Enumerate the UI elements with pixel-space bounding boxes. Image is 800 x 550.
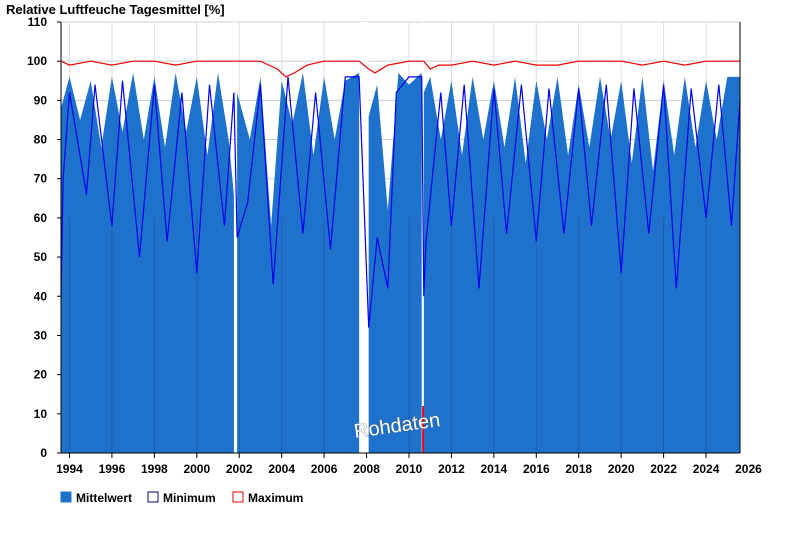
x-tick-label-2008: 2008 bbox=[353, 462, 380, 476]
legend: Mittelwert Minimum Maximum bbox=[60, 491, 303, 505]
data-gap-0 bbox=[233, 22, 238, 453]
x-tick-label-2014: 2014 bbox=[481, 462, 508, 476]
y-tick-label-80: 80 bbox=[34, 133, 48, 147]
series-lines bbox=[60, 60, 741, 453]
y-tick-label-20: 20 bbox=[34, 368, 48, 382]
x-tick-label-2026: 2026 bbox=[735, 462, 762, 476]
legend-swatch-mittelwert bbox=[60, 491, 72, 503]
data-gap-1 bbox=[359, 22, 369, 453]
y-tick-label-50: 50 bbox=[34, 250, 48, 264]
y-tick-label-90: 90 bbox=[34, 93, 48, 107]
x-tick-label-2012: 2012 bbox=[438, 462, 465, 476]
x-tick-label-2020: 2020 bbox=[608, 462, 635, 476]
x-tick-label-1996: 1996 bbox=[99, 462, 126, 476]
axes bbox=[57, 21, 741, 458]
legend-swatch-minimum bbox=[147, 491, 159, 503]
x-tick-label-2000: 2000 bbox=[183, 462, 210, 476]
series-maximum-spike bbox=[422, 405, 425, 453]
y-tick-label-30: 30 bbox=[34, 328, 48, 342]
x-tick-label-2006: 2006 bbox=[311, 462, 338, 476]
x-tick-label-2024: 2024 bbox=[693, 462, 720, 476]
legend-swatch-maximum bbox=[232, 491, 244, 503]
series-maximum-line bbox=[60, 60, 740, 78]
y-tick-label-70: 70 bbox=[34, 172, 48, 186]
legend-label-mittelwert: Mittelwert bbox=[76, 491, 132, 505]
legend-label-minimum: Minimum bbox=[163, 491, 216, 505]
y-tick-label-110: 110 bbox=[28, 15, 48, 29]
x-tick-label-2016: 2016 bbox=[523, 462, 550, 476]
x-tick-label-1998: 1998 bbox=[141, 462, 168, 476]
x-tick-label-2018: 2018 bbox=[565, 462, 592, 476]
y-tick-label-100: 100 bbox=[27, 54, 47, 68]
x-tick-label-2002: 2002 bbox=[226, 462, 253, 476]
y-tick-labels: 0 10 20 30 40 50 60 70 80 90 100 110 bbox=[27, 15, 47, 460]
x-tick-label-2004: 2004 bbox=[268, 462, 295, 476]
y-tick-label-40: 40 bbox=[34, 289, 48, 303]
legend-label-maximum: Maximum bbox=[248, 491, 303, 505]
chart-title: Relative Luftfeuche Tagesmittel [%] bbox=[6, 2, 225, 17]
x-tick-label-2022: 2022 bbox=[650, 462, 677, 476]
x-tick-label-2010: 2010 bbox=[396, 462, 423, 476]
y-tick-label-0: 0 bbox=[40, 446, 47, 460]
y-tick-label-10: 10 bbox=[34, 407, 48, 421]
y-tick-label-60: 60 bbox=[34, 211, 48, 225]
x-tick-label-1994: 1994 bbox=[56, 462, 83, 476]
series-minimum-line bbox=[60, 76, 741, 328]
x-tick-labels: 1994 1996 1998 2000 2002 2004 2006 2008 2010 2012… bbox=[56, 462, 762, 476]
